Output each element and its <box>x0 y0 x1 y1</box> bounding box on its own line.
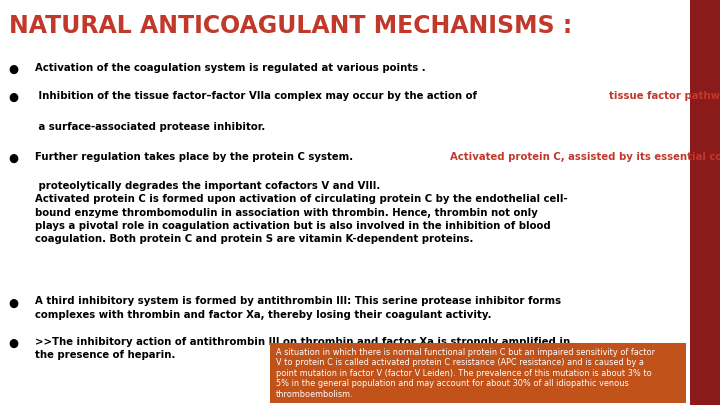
FancyBboxPatch shape <box>270 343 686 403</box>
Text: NATURAL ANTICOAGULANT MECHANISMS :: NATURAL ANTICOAGULANT MECHANISMS : <box>9 14 572 38</box>
Text: Inhibition of the tissue factor–factor VIIa complex may occur by the action of: Inhibition of the tissue factor–factor V… <box>35 91 480 101</box>
Text: Activated protein C, assisted by its essential cofactor (protein S),: Activated protein C, assisted by its ess… <box>449 152 720 162</box>
Text: Further regulation takes place by the protein C system.: Further regulation takes place by the pr… <box>35 152 356 162</box>
Text: ●: ● <box>9 337 19 350</box>
Text: ●: ● <box>9 91 19 104</box>
Bar <box>690 0 720 405</box>
Text: proteolytically degrades the important cofactors V and VIII.
Activated protein C: proteolytically degrades the important c… <box>35 181 567 243</box>
Text: 5% in the general population and may account for about 30% of all idiopathic ven: 5% in the general population and may acc… <box>276 379 629 388</box>
Text: A situation in which there is normal functional protein C but an impaired sensit: A situation in which there is normal fun… <box>276 348 654 357</box>
Text: ●: ● <box>9 296 19 309</box>
Text: Activation of the coagulation system is regulated at various points .: Activation of the coagulation system is … <box>35 63 426 73</box>
Text: A third inhibitory system is formed by antithrombin III: This serine protease in: A third inhibitory system is formed by a… <box>35 296 561 320</box>
Text: ●: ● <box>9 63 19 76</box>
Text: ●: ● <box>9 152 19 165</box>
Text: thromboembolism.: thromboembolism. <box>276 390 354 399</box>
Text: >>The inhibitory action of antithrombin III on thrombin and factor Xa is strongl: >>The inhibitory action of antithrombin … <box>35 337 570 360</box>
Text: a surface-associated protease inhibitor.: a surface-associated protease inhibitor. <box>35 122 265 132</box>
Text: point mutation in factor V (factor V Leiden). The prevalence of this mutation is: point mutation in factor V (factor V Lei… <box>276 369 652 378</box>
Text: tissue factor pathway inhibitor (TFPI),: tissue factor pathway inhibitor (TFPI), <box>609 91 720 101</box>
Text: V to protein C is called activated protein C resistance (APC resistance) and is : V to protein C is called activated prote… <box>276 358 644 367</box>
